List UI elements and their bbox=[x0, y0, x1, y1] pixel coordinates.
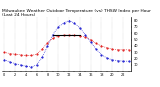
Text: Milwaukee Weather Outdoor Temperature (vs) THSW Index per Hour (Last 24 Hours): Milwaukee Weather Outdoor Temperature (v… bbox=[2, 9, 150, 17]
